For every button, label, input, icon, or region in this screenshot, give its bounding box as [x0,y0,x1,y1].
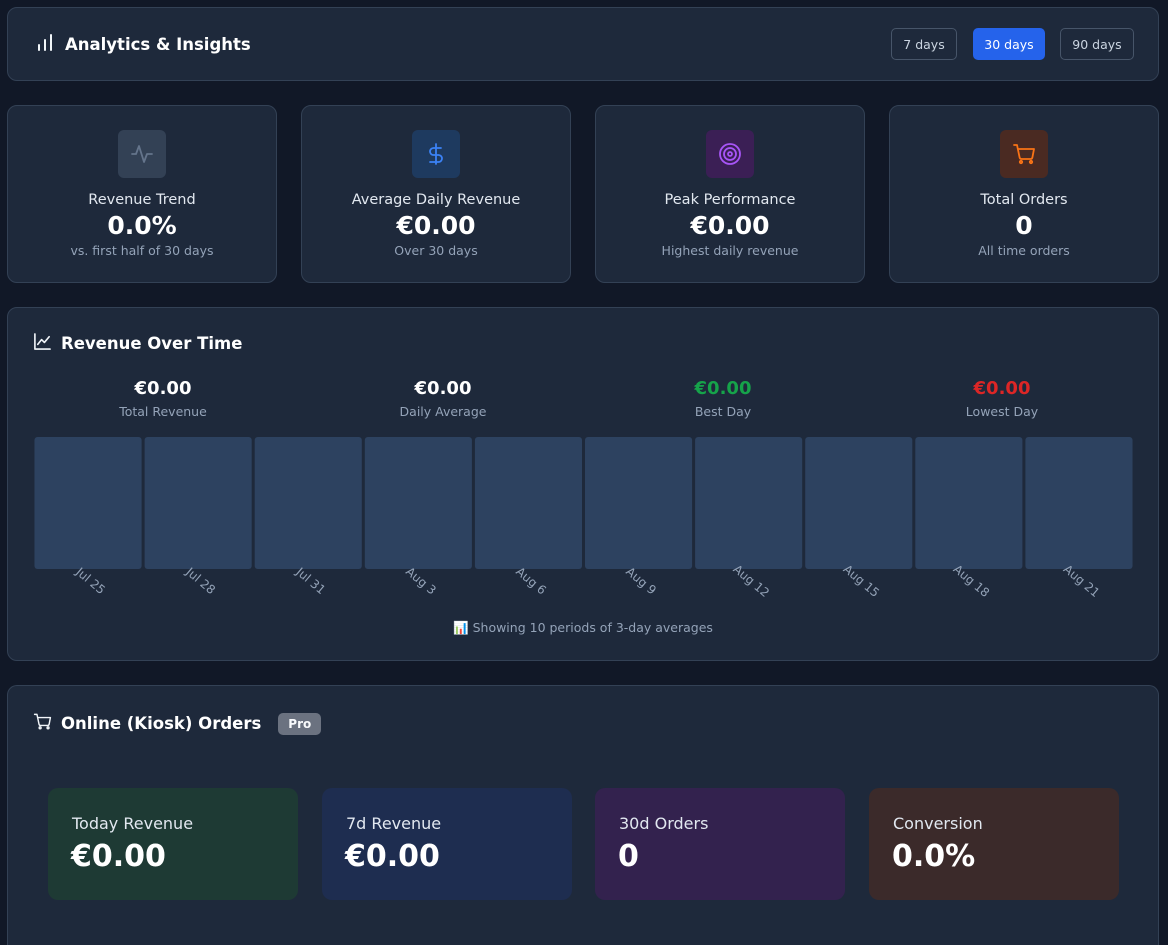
pro-badge: Pro [278,712,322,735]
stat-label: Revenue Trend [88,192,196,208]
x-tick-label: Jul 28 [183,564,218,597]
summary-best-day: €0.00 Best Day [585,378,861,419]
bar-chart-icon [35,32,55,56]
mini-card-value: 0 [618,839,639,874]
summary-value: €0.00 [973,378,1031,399]
stat-card-revenue-trend: Revenue Trend 0.0% vs. first half of 30 … [7,105,277,283]
mini-card-value: €0.00 [345,839,440,874]
x-tick-label: Jul 31 [293,564,328,597]
chart-bar[interactable] [585,437,693,569]
stat-card-average-daily-revenue: Average Daily Revenue €0.00 Over 30 days [301,105,571,283]
stat-label: Average Daily Revenue [351,192,521,208]
chart-bar[interactable] [805,437,913,569]
online-orders-panel: Online (Kiosk) Orders Pro Today Revenue … [7,685,1159,945]
mini-card-label: Today Revenue [72,814,194,833]
analytics-header: Analytics & Insights 7 days 30 days 90 d… [7,7,1159,81]
chart-bar[interactable] [364,437,472,569]
seven-day-revenue-card: 7d Revenue €0.00 [322,788,572,900]
cart-icon [33,712,52,735]
x-tick-label: Aug 9 [623,564,659,597]
stat-label: Peak Performance [664,192,796,208]
activity-icon [118,130,166,178]
stat-value: €0.00 [690,211,770,240]
summary-value: €0.00 [134,378,192,399]
mini-card-label: 7d Revenue [346,814,442,833]
summary-total-revenue: €0.00 Total Revenue [25,378,301,419]
chart-bar[interactable] [1025,437,1133,569]
x-tick-label: Jul 25 [73,564,108,597]
x-tick-label: Aug 6 [513,564,549,597]
stat-value: €0.00 [396,211,476,240]
target-icon [706,130,754,178]
today-revenue-card: Today Revenue €0.00 [48,788,298,900]
summary-value: €0.00 [414,378,472,399]
dollar-icon [412,130,460,178]
section-title: Online (Kiosk) Orders [61,714,262,733]
mini-card-value: 0.0% [892,839,976,874]
range-90-days-button[interactable]: 90 days [1060,28,1134,60]
summary-label: Daily Average [399,404,487,419]
summary-value: €0.00 [694,378,752,399]
line-chart-icon [33,332,52,355]
range-30-days-button[interactable]: 30 days [973,28,1045,60]
thirty-day-orders-card: 30d Orders 0 [595,788,845,900]
chart-bar[interactable] [34,437,142,569]
chart-bar[interactable] [254,437,362,569]
stat-value: 0 [1015,211,1033,240]
section-title: Revenue Over Time [61,334,243,353]
stat-subtitle: All time orders [978,243,1070,258]
mini-card-label: Conversion [893,814,983,833]
chart-bar[interactable] [474,437,582,569]
header-title-group: Analytics & Insights [35,32,251,56]
x-tick-label: Aug 3 [403,564,439,597]
section-title-group: Revenue Over Time [33,332,242,355]
chart-bar[interactable] [915,437,1023,569]
section-title-group: Online (Kiosk) Orders Pro [33,712,322,735]
conversion-card: Conversion 0.0% [869,788,1119,900]
stat-card-total-orders: Total Orders 0 All time orders [889,105,1159,283]
range-7-days-button[interactable]: 7 days [891,28,957,60]
summary-lowest-day: €0.00 Lowest Day [864,378,1140,419]
mini-card-label: 30d Orders [619,814,709,833]
summary-daily-average: €0.00 Daily Average [305,378,581,419]
revenue-bar-chart: Jul 25 Jul 28 Jul 31 Aug 3 Aug 6 Aug 9 Aug 12 A… [34,437,1133,600]
stat-card-peak-performance: Peak Performance €0.00 Highest daily rev… [595,105,865,283]
summary-label: Total Revenue [119,404,207,419]
revenue-over-time-panel: Revenue Over Time €0.00 Total Revenue €0… [7,307,1159,661]
stat-subtitle: vs. first half of 30 days [70,243,214,258]
stat-subtitle: Over 30 days [394,243,478,258]
cart-icon [1000,130,1048,178]
stat-value: 0.0% [107,211,177,240]
summary-label: Best Day [694,404,752,419]
chart-bar[interactable] [144,437,252,569]
stat-label: Total Orders [980,192,1068,208]
chart-footnote: 📊 Showing 10 periods of 3-day averages [453,620,713,635]
stat-subtitle: Highest daily revenue [661,243,799,258]
mini-card-value: €0.00 [71,839,166,874]
summary-label: Lowest Day [965,404,1039,419]
chart-bar[interactable] [695,437,803,569]
page-title: Analytics & Insights [65,34,251,54]
